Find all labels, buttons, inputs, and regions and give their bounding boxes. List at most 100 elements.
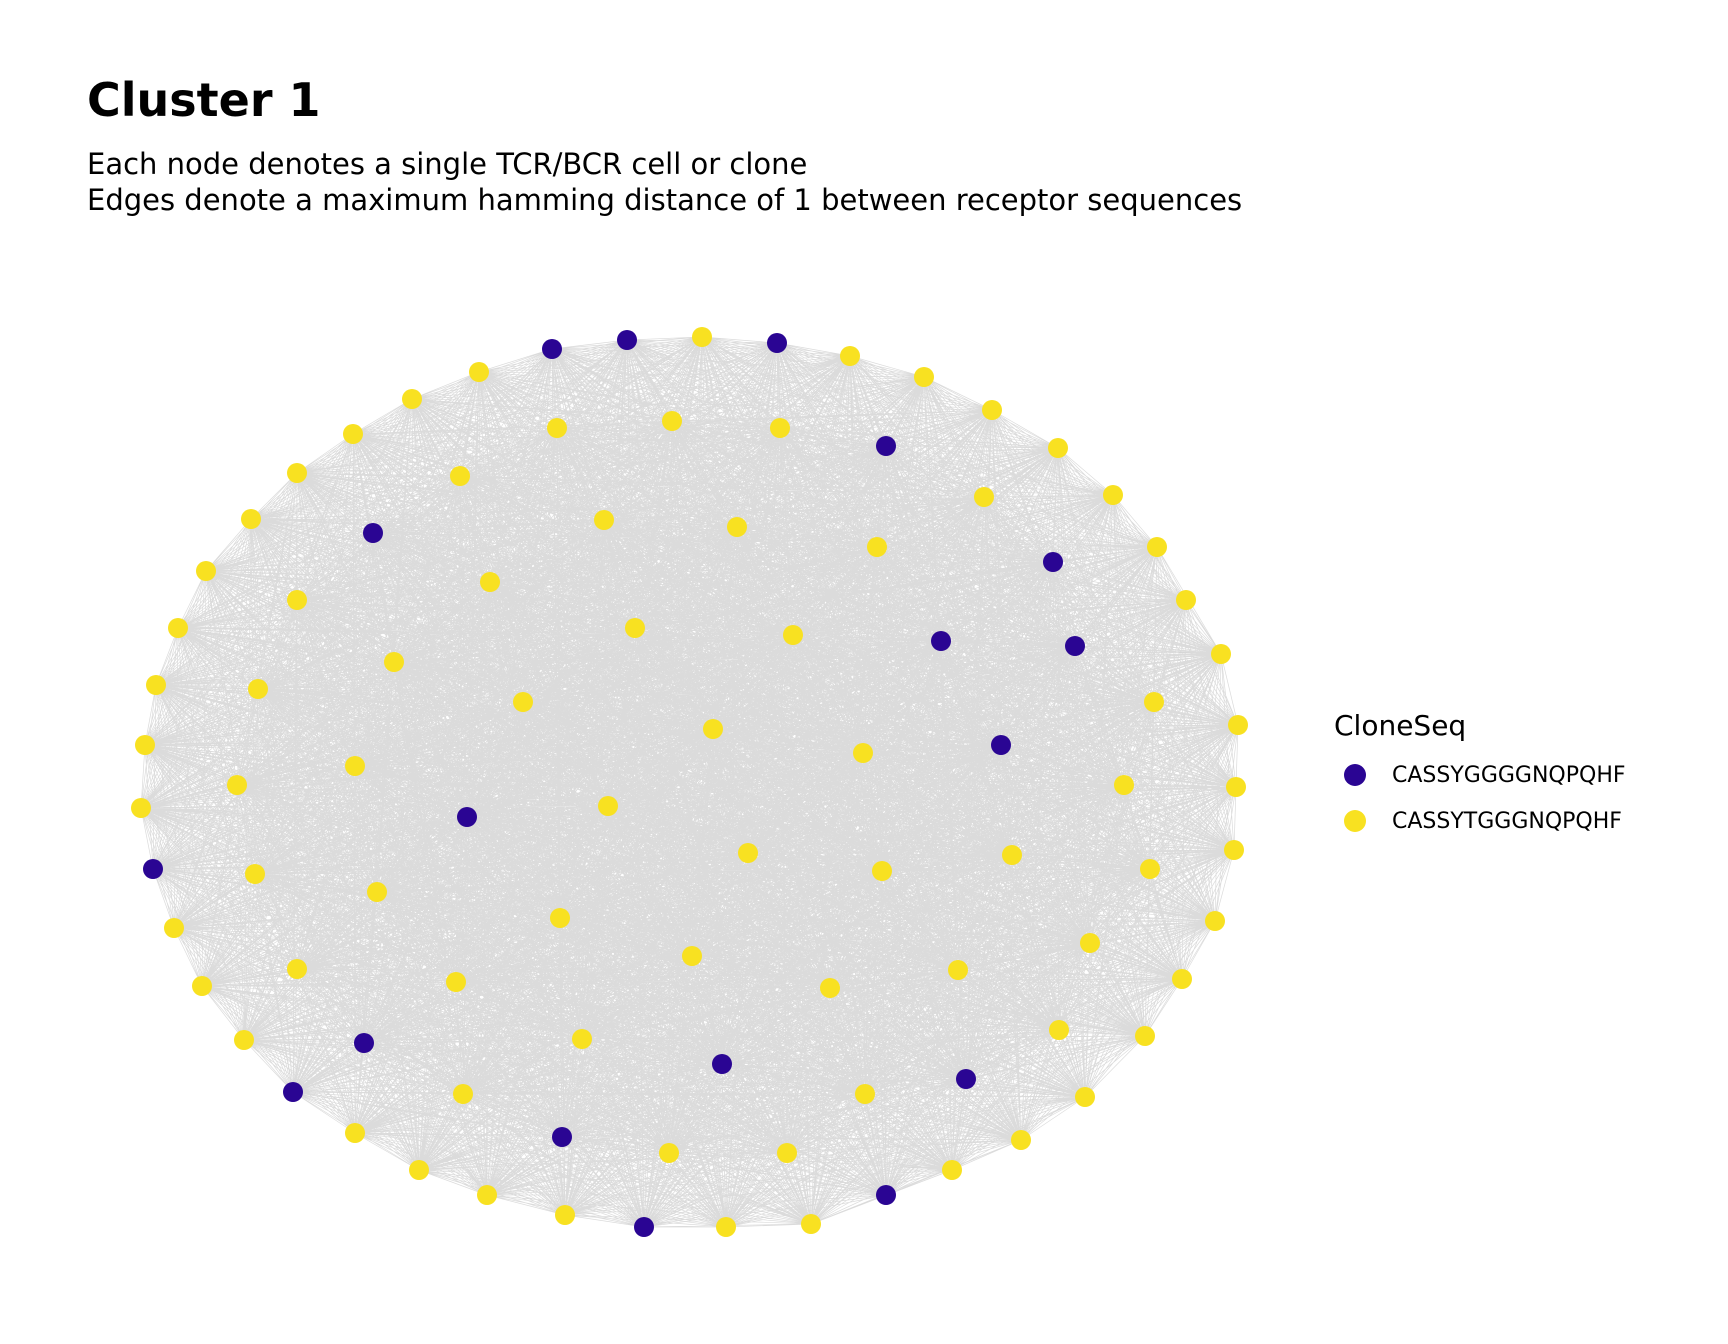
node-light [287, 590, 307, 610]
node-light [168, 618, 188, 638]
node-dark [457, 807, 477, 827]
node-light [164, 918, 184, 938]
node-light [1172, 969, 1192, 989]
node-light [853, 743, 873, 763]
node-dark [634, 1217, 654, 1237]
node-light [625, 618, 645, 638]
node-light [477, 1185, 497, 1205]
subtitle-line-2: Edges denote a maximum hamming distance … [87, 183, 1243, 217]
node-light [872, 861, 892, 881]
node-light [867, 537, 887, 557]
legend-swatch-dark [1344, 764, 1366, 786]
node-dark [143, 859, 163, 879]
node-light [196, 561, 216, 581]
node-light [1228, 715, 1248, 735]
legend-item-dark: CASSYGGGGNQPQHF [1334, 752, 1626, 798]
node-light [1224, 840, 1244, 860]
node-light [555, 1205, 575, 1225]
node-light [550, 908, 570, 928]
node-light [1211, 644, 1231, 664]
node-light [446, 972, 466, 992]
node-light [820, 978, 840, 998]
node-light [783, 625, 803, 645]
legend-item-light: CASSYTGGGNQPQHF [1334, 798, 1626, 844]
node-light [598, 796, 618, 816]
node-dark [931, 631, 951, 651]
node-light [855, 1084, 875, 1104]
node-light [245, 864, 265, 884]
node-light [716, 1217, 736, 1237]
node-light [469, 362, 489, 382]
node-light [345, 756, 365, 776]
node-light [1147, 537, 1167, 557]
node-light [1114, 775, 1134, 795]
node-light [682, 946, 702, 966]
node-dark [617, 330, 637, 350]
node-dark [1043, 552, 1063, 572]
node-dark [876, 436, 896, 456]
edges [140, 336, 1239, 1228]
node-light [547, 418, 567, 438]
node-light [1002, 845, 1022, 865]
node-light [248, 679, 268, 699]
node-light [480, 572, 500, 592]
node-light [840, 346, 860, 366]
node-light [287, 463, 307, 483]
node-dark [354, 1033, 374, 1053]
node-light [234, 1030, 254, 1050]
node-light [1176, 590, 1196, 610]
node-light [594, 510, 614, 530]
node-light [513, 692, 533, 712]
legend-title: CloneSeq [1334, 709, 1467, 742]
node-light [777, 1143, 797, 1163]
node-dark [767, 333, 787, 353]
node-light [135, 735, 155, 755]
node-light [982, 400, 1002, 420]
node-light [402, 389, 422, 409]
node-light [1075, 1087, 1095, 1107]
node-light [1080, 933, 1100, 953]
legend: CloneSeq CASSYGGGGNQPQHF CASSYTGGGNQPQHF [1334, 708, 1626, 844]
node-light [1205, 911, 1225, 931]
node-light [1048, 438, 1068, 458]
node-light [1140, 859, 1160, 879]
node-light [703, 719, 723, 739]
node-light [287, 959, 307, 979]
legend-swatch-light [1344, 810, 1366, 832]
node-light [192, 976, 212, 996]
node-light [345, 1123, 365, 1143]
node-light [914, 367, 934, 387]
node-light [343, 424, 363, 444]
node-light [384, 652, 404, 672]
node-light [1103, 485, 1123, 505]
node-light [801, 1214, 821, 1234]
node-light [146, 675, 166, 695]
legend-label-light: CASSYTGGGNQPQHF [1392, 808, 1622, 834]
node-dark [956, 1069, 976, 1089]
subtitle-line-1: Each node denotes a single TCR/BCR cell … [87, 147, 808, 181]
node-light [692, 327, 712, 347]
node-light [1011, 1130, 1031, 1150]
node-light [948, 960, 968, 980]
node-dark [712, 1054, 732, 1074]
node-dark [283, 1082, 303, 1102]
node-light [662, 411, 682, 431]
node-light [659, 1143, 679, 1163]
node-light [1049, 1020, 1069, 1040]
node-light [572, 1029, 592, 1049]
node-dark [552, 1127, 572, 1147]
node-light [227, 775, 247, 795]
node-light [1144, 692, 1164, 712]
legend-label-dark: CASSYGGGGNQPQHF [1392, 762, 1626, 788]
node-dark [542, 339, 562, 359]
node-light [1226, 777, 1246, 797]
node-dark [876, 1185, 896, 1205]
node-light [409, 1160, 429, 1180]
node-light [974, 487, 994, 507]
node-light [131, 798, 151, 818]
node-dark [991, 735, 1011, 755]
chart-title: Cluster 1 [87, 73, 321, 127]
edge-layer [140, 336, 1239, 1228]
node-light [453, 1084, 473, 1104]
